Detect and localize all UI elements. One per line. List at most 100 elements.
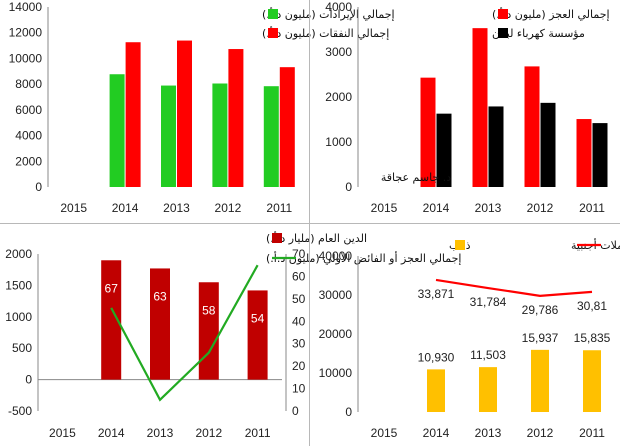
y2-tick-label: 50 [292,292,306,306]
y-tick-label: 0 [345,180,352,194]
bar [576,119,592,187]
bar [247,290,268,380]
x-tick-label: 2012 [527,201,554,215]
y-tick-label: 4000 [15,129,42,143]
legend-swatch [272,233,282,243]
x-tick-label: 2014 [423,201,450,215]
chart-deficit-edl: 0 1000 2000 3000 4000 2015 2014 2013 2012 2011 د. … [325,0,609,215]
data-label: 54 [251,311,265,325]
legend-swatch [455,240,465,250]
data-label: 15,835 [574,331,611,345]
x-tick-label: 2011 [579,201,605,215]
y-tick-label: 10000 [9,51,43,65]
bar [427,369,445,412]
x-tick-label: 2012 [527,426,554,440]
series-line [435,278,593,297]
x-tick-label: 2015 [60,201,87,215]
y2-tick-label: 20 [292,359,306,373]
y-tick-label: 8000 [15,77,42,91]
bar [488,106,504,187]
data-label: 11,503 [470,348,506,362]
y2-tick-label: 30 [292,337,306,351]
x-tick-label: 2014 [423,426,450,440]
y2-tick-label: 0 [292,404,299,418]
bar [228,49,244,187]
x-tick-label: 2013 [147,426,174,440]
y-tick-label: 3000 [325,45,352,59]
data-label: 31,784 [470,295,507,309]
x-tick-label: 2011 [266,201,292,215]
horizontal-divider [0,223,620,224]
y-tick-label: 2000 [325,90,352,104]
legend-swatch [268,28,278,38]
author-annotation: د. جاسم عجاقة [381,171,451,184]
legend-label: الدين العام (مليار د.أ.) [266,231,367,245]
y-tick-label: 1000 [325,135,352,149]
x-tick-label: 2011 [245,426,271,440]
legend-label: إجمالي العجز أو الفائض الأولي (مليون د.أ… [266,251,462,265]
legend-swatch [498,9,508,19]
y-tick-label: 1500 [5,278,32,292]
bar [198,282,219,380]
data-label: 30,81 [577,299,607,313]
y-tick-label: 14000 [9,0,43,14]
y-tick-label: 10000 [319,366,353,380]
x-tick-label: 2012 [195,426,222,440]
bar [161,85,176,187]
bar [125,42,141,187]
data-label: 10,930 [418,350,455,364]
y-tick-label: 1000 [5,310,32,324]
y-tick-label: 0 [25,373,32,387]
bar [279,67,295,187]
y-tick-label: 40000 [319,249,353,263]
data-label: 15,937 [522,331,559,345]
y-tick-label: 12000 [9,26,43,40]
y-tick-label: 2000 [15,154,42,168]
x-tick-label: 2015 [371,201,398,215]
legend-label: إجمالي الإيرادات (مليون د.أ.) [262,7,395,21]
y2-tick-label: 10 [292,382,306,396]
x-tick-label: 2013 [475,426,502,440]
x-tick-label: 2015 [49,426,76,440]
series-line [110,264,259,402]
y2-tick-label: 40 [292,314,306,328]
y-tick-label: 2000 [5,247,32,261]
y-tick-label: 500 [12,341,32,355]
y-tick-label: 20000 [319,327,353,341]
legend-label: مؤسسة كهرباء لبنان [492,27,585,40]
bar [472,28,488,188]
bar [177,40,192,187]
bar [109,74,125,187]
bar [436,113,452,187]
bar [263,86,279,187]
data-label: 33,871 [418,287,455,301]
bar [150,268,170,380]
chart-reserves: 0 10000 20000 30000 40000 2015 2014 2013 2012 201… [319,238,620,440]
x-tick-label: 2013 [163,201,190,215]
legend-swatch [498,28,508,38]
legend-label: إجمالي النفقات (مليون د.أ.) [262,26,389,40]
legend-label: إجمالي العجز (مليون د.أ.) [492,7,610,21]
y-tick-label: 0 [35,180,42,194]
bar [583,350,601,412]
y-tick-label: -500 [8,404,32,418]
y-tick-label: 0 [345,405,352,419]
bar [479,367,497,412]
y-tick-label: 30000 [319,288,353,302]
x-tick-label: 2012 [215,201,242,215]
bar [592,123,608,187]
vertical-divider [309,0,310,446]
bar [420,77,436,187]
data-label: 29,786 [522,303,559,317]
data-label: 67 [105,281,119,295]
x-tick-label: 2014 [112,201,139,215]
bar [540,102,556,187]
x-tick-label: 2014 [98,426,125,440]
bar [531,349,549,412]
data-label: 58 [202,303,216,317]
bar [524,66,540,187]
x-tick-label: 2013 [475,201,502,215]
